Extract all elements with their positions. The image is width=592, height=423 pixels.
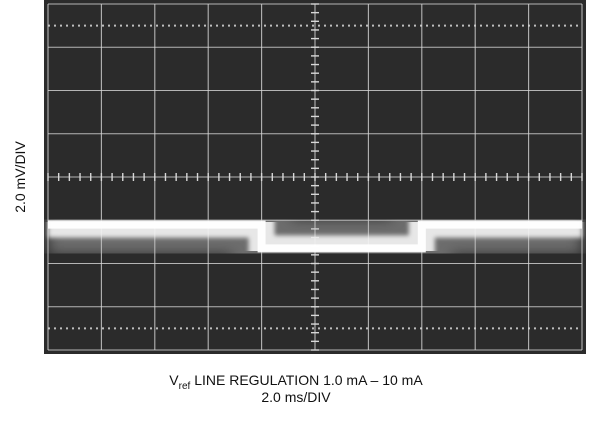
x-label-subscript: ref [178,380,191,392]
trace-core [48,220,582,253]
x-label-rest: LINE REGULATION 1.0 mA – 10 mA [190,372,423,388]
oscilloscope-screen [44,0,586,354]
x-label-prefix: V [169,372,179,388]
x-scale-label: 2.0 ms/DIV [261,389,331,405]
y-axis-label: 2.0 mV/DIV [12,141,28,213]
x-axis-label: Vref LINE REGULATION 1.0 mA – 10 mA [0,372,592,392]
trace-center [48,220,582,253]
